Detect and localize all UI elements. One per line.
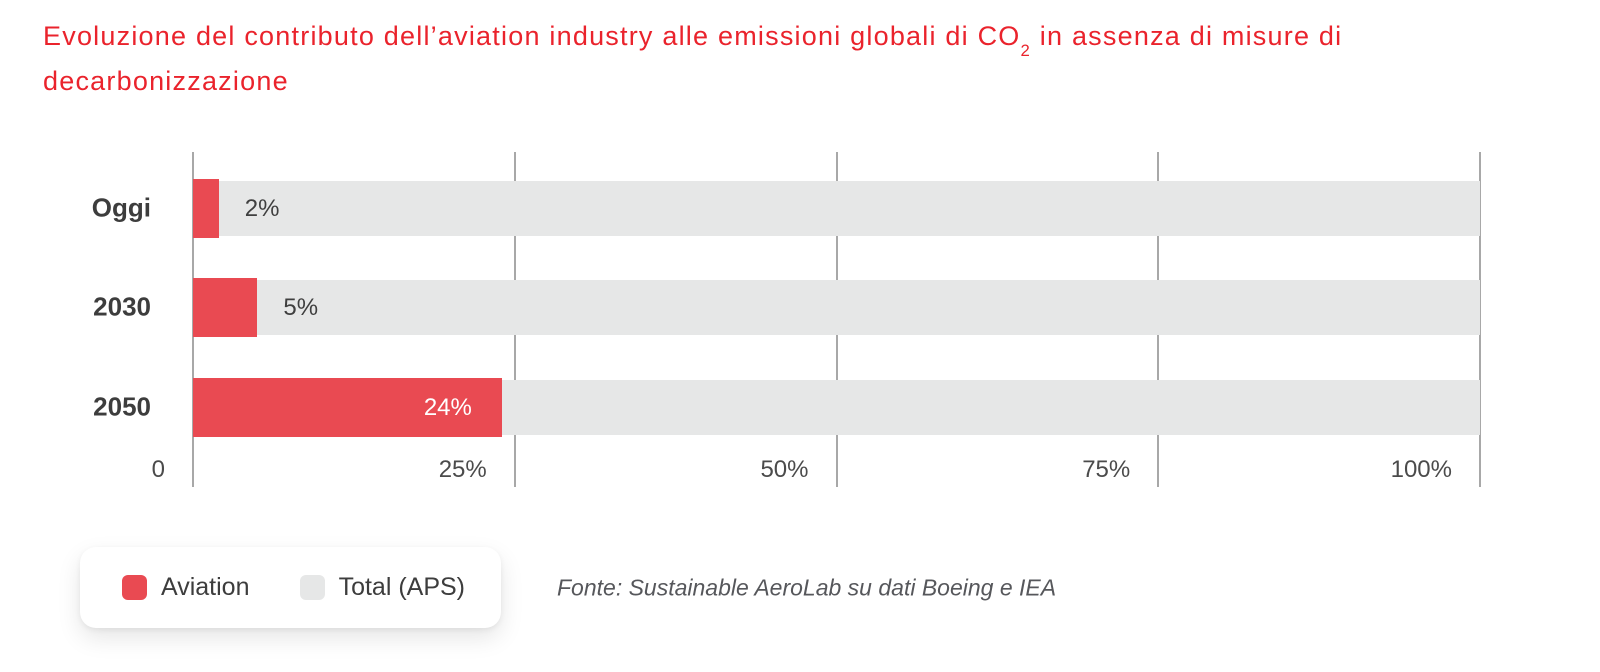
chart-title-line-2: decarbonizzazione <box>43 66 289 96</box>
total-bar-2030 <box>193 280 1480 335</box>
title-text-after-subscript: in assenza di misure di <box>1031 21 1343 51</box>
aviation-bar-2050 <box>193 378 502 437</box>
aviation-bar-Oggi <box>193 179 219 238</box>
value-label-Oggi: 2% <box>244 195 280 222</box>
x-tick-label-75%: 75% <box>1082 456 1131 483</box>
legend-label-Total (APS): Total (APS) <box>338 573 465 601</box>
x-tick-label-100%: 100% <box>1390 456 1452 483</box>
x-tick-label-0: 0 <box>151 456 165 483</box>
x-tick-label-50%: 50% <box>760 456 809 483</box>
aviation-bar-2030 <box>193 278 258 337</box>
legend-swatch-Aviation <box>122 575 147 600</box>
source-note: Fonte: Sustainable AeroLab su dati Boein… <box>557 574 1057 601</box>
chart-title-line-1: Evoluzione del contributo dell’aviation … <box>43 14 1342 59</box>
category-label-2050: 2050 <box>93 391 151 422</box>
x-tick-label-25%: 25% <box>438 456 487 483</box>
category-label-Oggi: Oggi <box>91 192 151 223</box>
value-label-2030: 5% <box>283 294 319 321</box>
legend-swatch-Total (APS) <box>299 575 325 600</box>
plot-area: 0 25% 50% 75% 100% 2% 5% 24% <box>152 152 1481 487</box>
gridline-100% <box>1479 152 1481 487</box>
legend: Aviation Total (APS) <box>80 547 501 628</box>
total-bar-Oggi <box>193 181 1480 236</box>
bar-chart: Oggi 2030 2050 0 25% 50% 75% 100% 2% 5% 24% <box>0 152 1481 487</box>
legend-label-Aviation: Aviation <box>161 573 250 601</box>
chart-title: Evoluzione del contributo dell’aviation … <box>43 14 1342 104</box>
co2-subscript: 2 <box>1020 40 1032 60</box>
legend-item-Total (APS): Total (APS) <box>299 573 465 602</box>
legend-item-Aviation: Aviation <box>122 573 250 602</box>
category-label-2030: 2030 <box>93 291 151 322</box>
value-label-2050: 24% <box>423 394 472 421</box>
title-text-before-subscript: Evoluzione del contributo dell’aviation … <box>43 21 1021 51</box>
category-axis: Oggi 2030 2050 <box>0 152 151 487</box>
